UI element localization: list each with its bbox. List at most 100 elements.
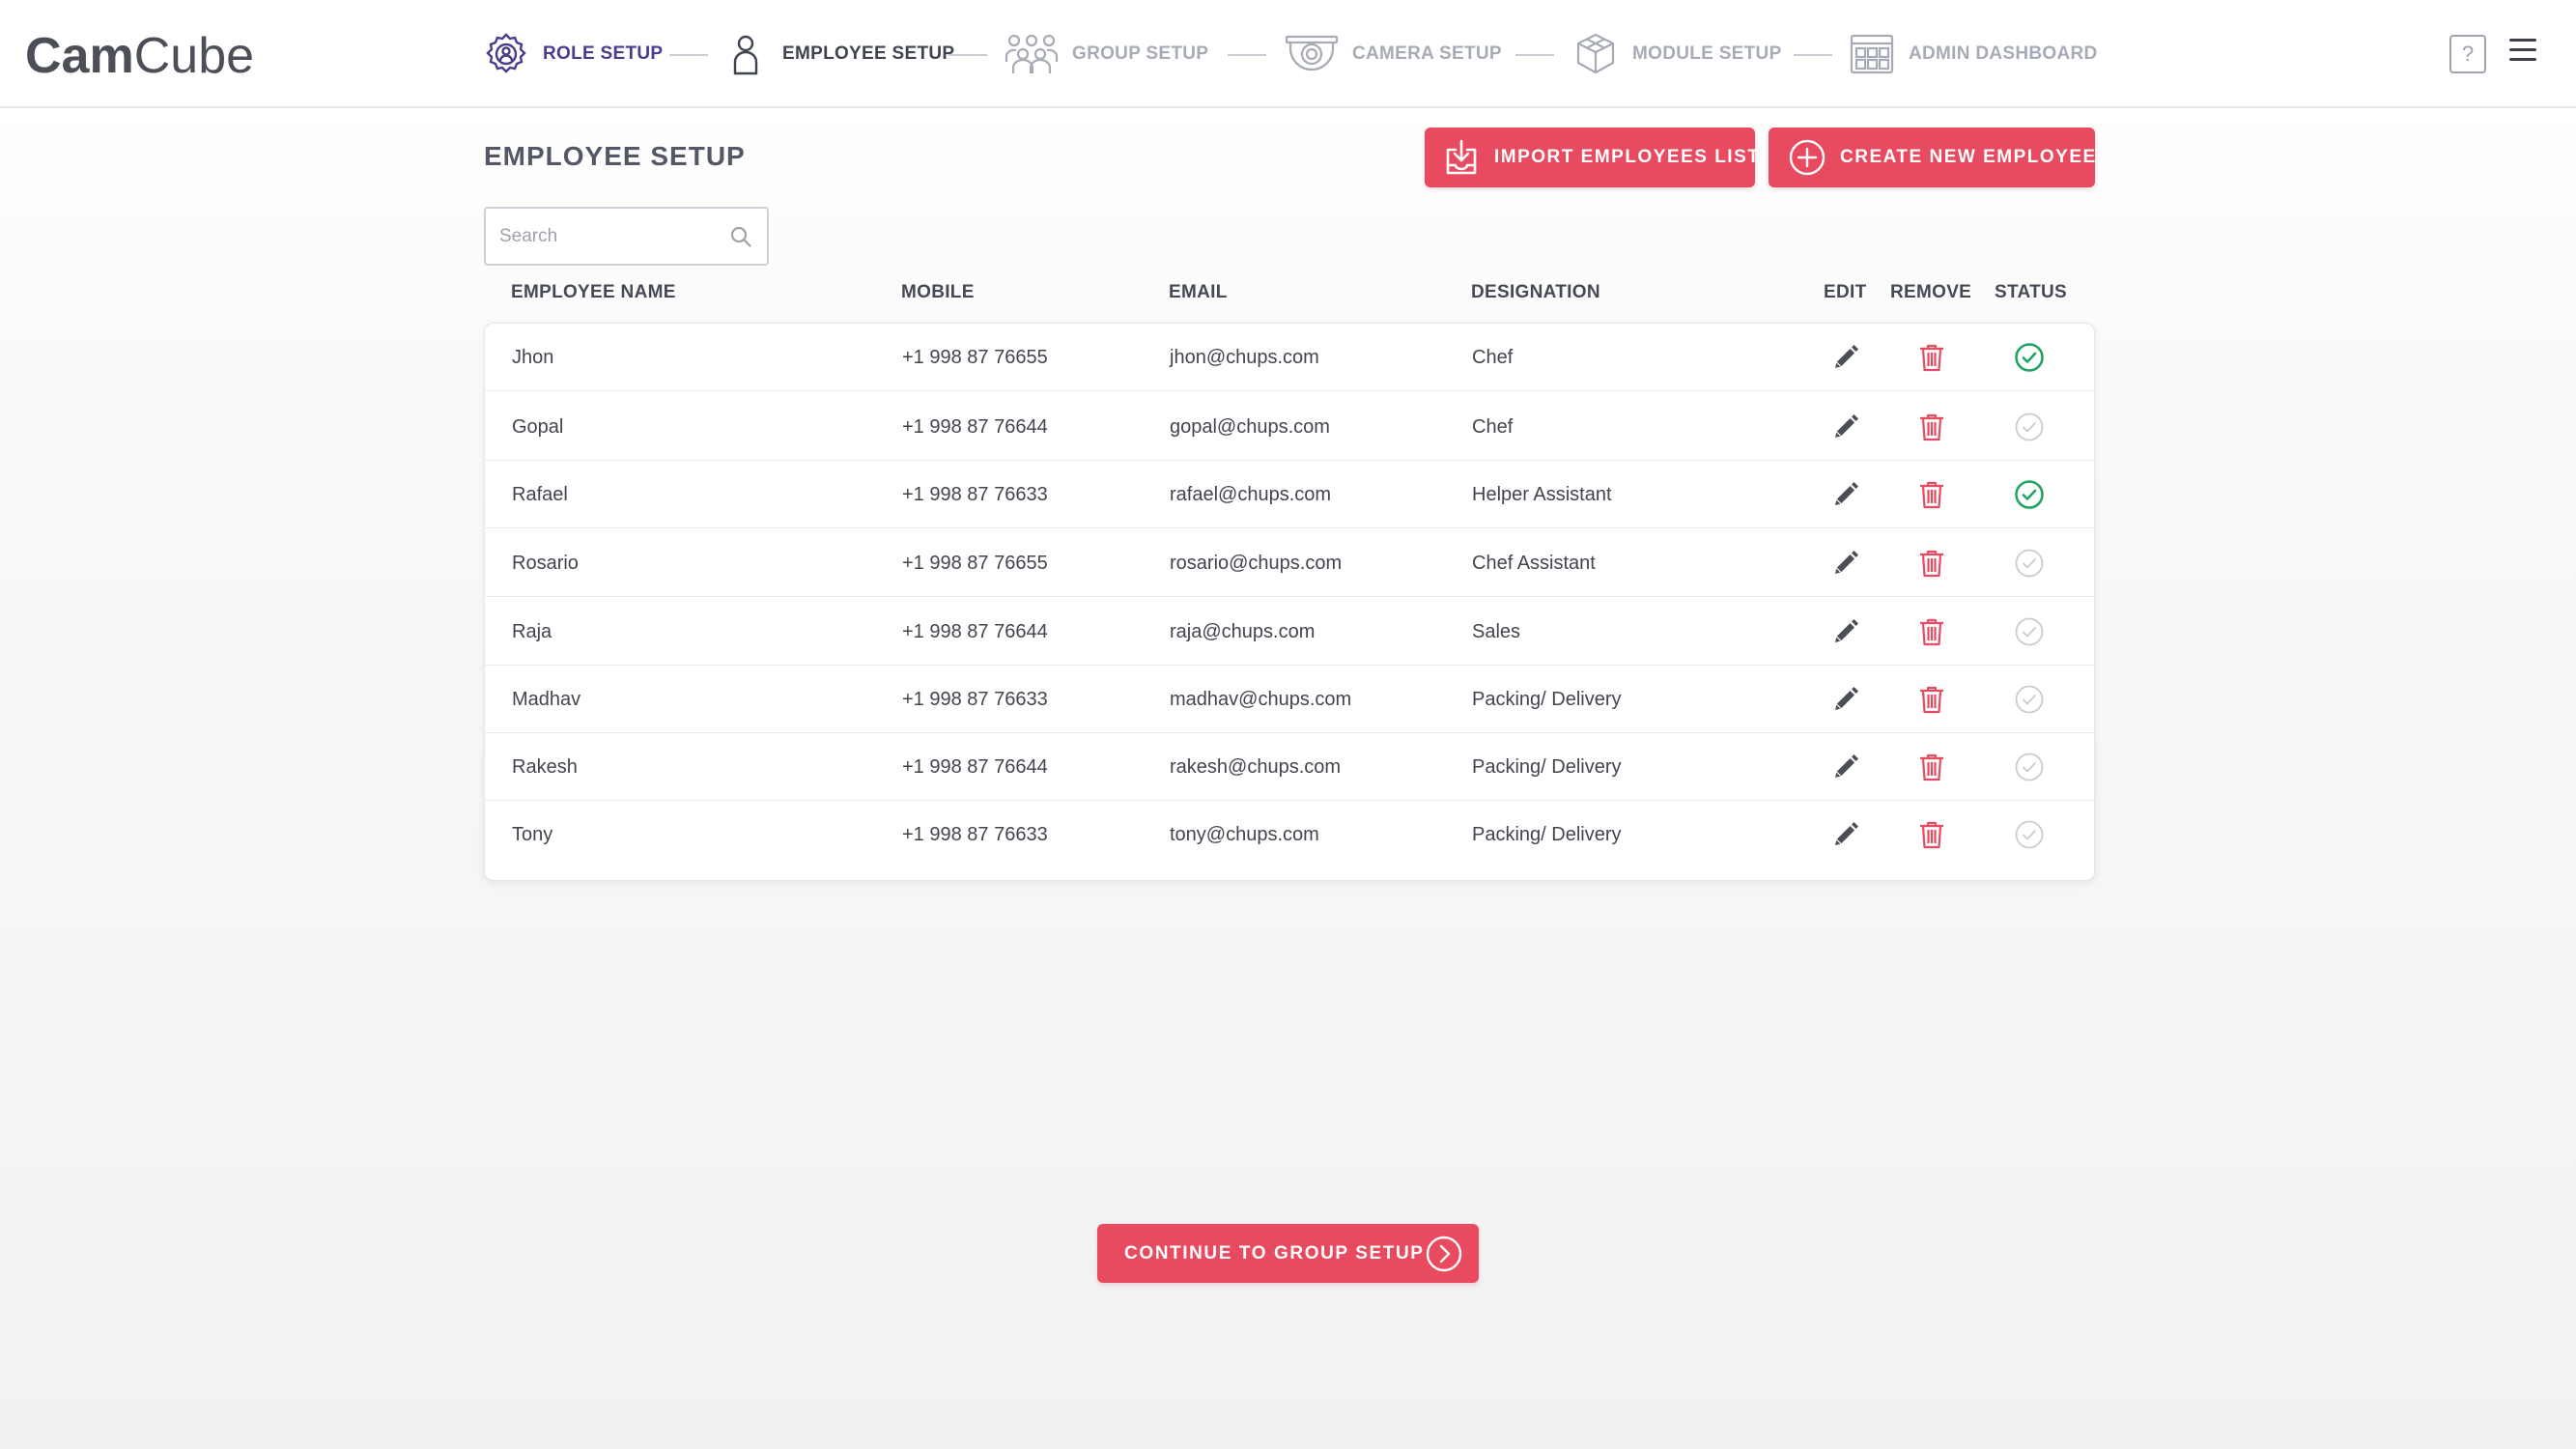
status-inactive-check-icon[interactable] <box>2014 752 2045 782</box>
trash-icon[interactable] <box>1916 412 1947 442</box>
table-row: Madhav +1 998 87 76633 madhav@chups.com Pac… <box>485 666 2094 733</box>
status-inactive-check-icon[interactable] <box>2014 616 2045 647</box>
employee-name-cell: Rosario <box>512 553 579 574</box>
step-label: GROUP SETUP <box>1072 43 1209 64</box>
email-cell: tony@chups.com <box>1170 824 1319 845</box>
designation-cell: Chef <box>1472 347 1514 368</box>
column-header-mobile[interactable]: MOBILE <box>901 282 975 302</box>
continue-to-group-setup-button[interactable]: CONTINUE TO GROUP SETUP <box>1097 1224 1479 1283</box>
step-employee-setup[interactable]: EMPLOYEE SETUP <box>722 27 954 81</box>
search-box <box>484 207 769 266</box>
designation-cell: Sales <box>1472 621 1521 642</box>
step-module-setup[interactable]: MODULE SETUP <box>1572 27 1782 81</box>
trash-icon[interactable] <box>1916 342 1947 373</box>
designation-cell: Chef <box>1472 416 1514 438</box>
help-icon: ? <box>2461 42 2475 66</box>
designation-cell: Chef Assistant <box>1472 553 1596 574</box>
search-icon[interactable] <box>729 225 752 248</box>
table-header: EMPLOYEE NAME MOBILE EMAIL DESIGNATION E… <box>484 280 2095 311</box>
status-active-check-icon[interactable] <box>2014 479 2045 510</box>
step-connector <box>669 54 708 56</box>
page-title: EMPLOYEE SETUP <box>484 141 746 171</box>
employee-name-cell: Tony <box>512 824 553 845</box>
trash-icon[interactable] <box>1916 684 1947 715</box>
mobile-cell: +1 998 87 76644 <box>902 416 1048 438</box>
step-camera-setup[interactable]: CAMERA SETUP <box>1285 27 1502 81</box>
mobile-cell: +1 998 87 76633 <box>902 824 1048 845</box>
table-row: Jhon +1 998 87 76655 jhon@chups.com Chef <box>485 324 2094 391</box>
status-inactive-check-icon[interactable] <box>2014 548 2045 579</box>
camcube-logo[interactable]: CamCube <box>25 28 255 84</box>
mobile-cell: +1 998 87 76633 <box>902 689 1048 710</box>
email-cell: madhav@chups.com <box>1170 689 1352 710</box>
step-label: EMPLOYEE SETUP <box>782 43 955 64</box>
mobile-cell: +1 998 87 76633 <box>902 484 1048 505</box>
help-button[interactable]: ? <box>2449 35 2486 73</box>
step-connector <box>1228 54 1266 56</box>
module-cube-icon <box>1576 33 1615 74</box>
column-header-email[interactable]: EMAIL <box>1169 282 1228 302</box>
table-row: Rakesh +1 998 87 76644 rakesh@chups.com Pac… <box>485 733 2094 801</box>
status-inactive-check-icon[interactable] <box>2014 684 2045 715</box>
employee-name-cell: Jhon <box>512 347 554 368</box>
step-label: CAMERA SETUP <box>1352 43 1502 64</box>
search-input[interactable] <box>499 216 712 257</box>
camera-icon <box>1285 35 1339 71</box>
designation-cell: Packing/ Delivery <box>1472 689 1622 710</box>
mobile-cell: +1 998 87 76655 <box>902 347 1048 368</box>
edit-pencil-icon[interactable] <box>1830 412 1861 442</box>
trash-icon[interactable] <box>1916 819 1947 850</box>
step-label: ADMIN DASHBOARD <box>1909 43 2098 64</box>
create-button-label: CREATE NEW EMPLOYEE <box>1840 147 2097 167</box>
trash-icon[interactable] <box>1916 479 1947 510</box>
employee-name-cell: Gopal <box>512 416 564 438</box>
employee-name-cell: Madhav <box>512 689 581 710</box>
trash-icon[interactable] <box>1916 548 1947 579</box>
email-cell: jhon@chups.com <box>1170 347 1319 368</box>
employee-table: Jhon +1 998 87 76655 jhon@chups.com Chef Gop… <box>484 323 2095 881</box>
dashboard-grid-icon <box>1850 34 1894 74</box>
edit-pencil-icon[interactable] <box>1830 479 1861 510</box>
designation-cell: Helper Assistant <box>1472 484 1612 505</box>
step-connector <box>948 54 987 56</box>
trash-icon[interactable] <box>1916 616 1947 647</box>
hamburger-icon[interactable] <box>2509 39 2536 68</box>
step-connector <box>1515 54 1554 56</box>
column-header-designation[interactable]: DESIGNATION <box>1471 282 1600 302</box>
designation-cell: Packing/ Delivery <box>1472 756 1622 778</box>
mobile-cell: +1 998 87 76644 <box>902 756 1048 778</box>
import-download-icon <box>1446 139 1477 175</box>
designation-cell: Packing/ Delivery <box>1472 824 1622 845</box>
step-admin-dashboard[interactable]: ADMIN DASHBOARD <box>1849 27 2098 81</box>
status-inactive-check-icon[interactable] <box>2014 412 2045 442</box>
trash-icon[interactable] <box>1916 752 1947 782</box>
import-employees-button[interactable]: IMPORT EMPLOYEES LIST <box>1425 128 1759 187</box>
step-role-setup[interactable]: ROLE SETUP <box>483 27 663 81</box>
email-cell: rakesh@chups.com <box>1170 756 1342 778</box>
edit-pencil-icon[interactable] <box>1830 342 1861 373</box>
create-new-employee-button[interactable]: CREATE NEW EMPLOYEE <box>1769 128 2095 187</box>
column-header-employee-name[interactable]: EMPLOYEE NAME <box>511 282 676 302</box>
edit-pencil-icon[interactable] <box>1830 616 1861 647</box>
column-header-remove: REMOVE <box>1890 282 1972 302</box>
edit-pencil-icon[interactable] <box>1830 548 1861 579</box>
plus-circle-icon <box>1789 139 1826 176</box>
status-active-check-icon[interactable] <box>2014 342 2045 373</box>
edit-pencil-icon[interactable] <box>1830 684 1861 715</box>
table-row: Raja +1 998 87 76644 raja@chups.com Sales <box>485 598 2094 666</box>
table-row: Rosario +1 998 87 76655 rosario@chups.com C… <box>485 529 2094 597</box>
edit-pencil-icon[interactable] <box>1830 752 1861 782</box>
employee-name-cell: Rakesh <box>512 756 578 778</box>
status-inactive-check-icon[interactable] <box>2014 819 2045 850</box>
table-row: Gopal +1 998 87 76644 gopal@chups.com Chef <box>485 393 2094 461</box>
employee-name-cell: Raja <box>512 621 552 642</box>
person-icon <box>733 35 758 75</box>
step-group-setup[interactable]: GROUP SETUP <box>1005 27 1208 81</box>
email-cell: raja@chups.com <box>1170 621 1316 642</box>
edit-pencil-icon[interactable] <box>1830 819 1861 850</box>
employee-name-cell: Rafael <box>512 484 568 505</box>
continue-button-label: CONTINUE TO GROUP SETUP <box>1124 1242 1425 1264</box>
column-header-edit: EDIT <box>1824 282 1867 302</box>
table-row: Rafael +1 998 87 76633 rafael@chups.com Hel… <box>485 461 2094 528</box>
step-label: MODULE SETUP <box>1632 43 1782 64</box>
